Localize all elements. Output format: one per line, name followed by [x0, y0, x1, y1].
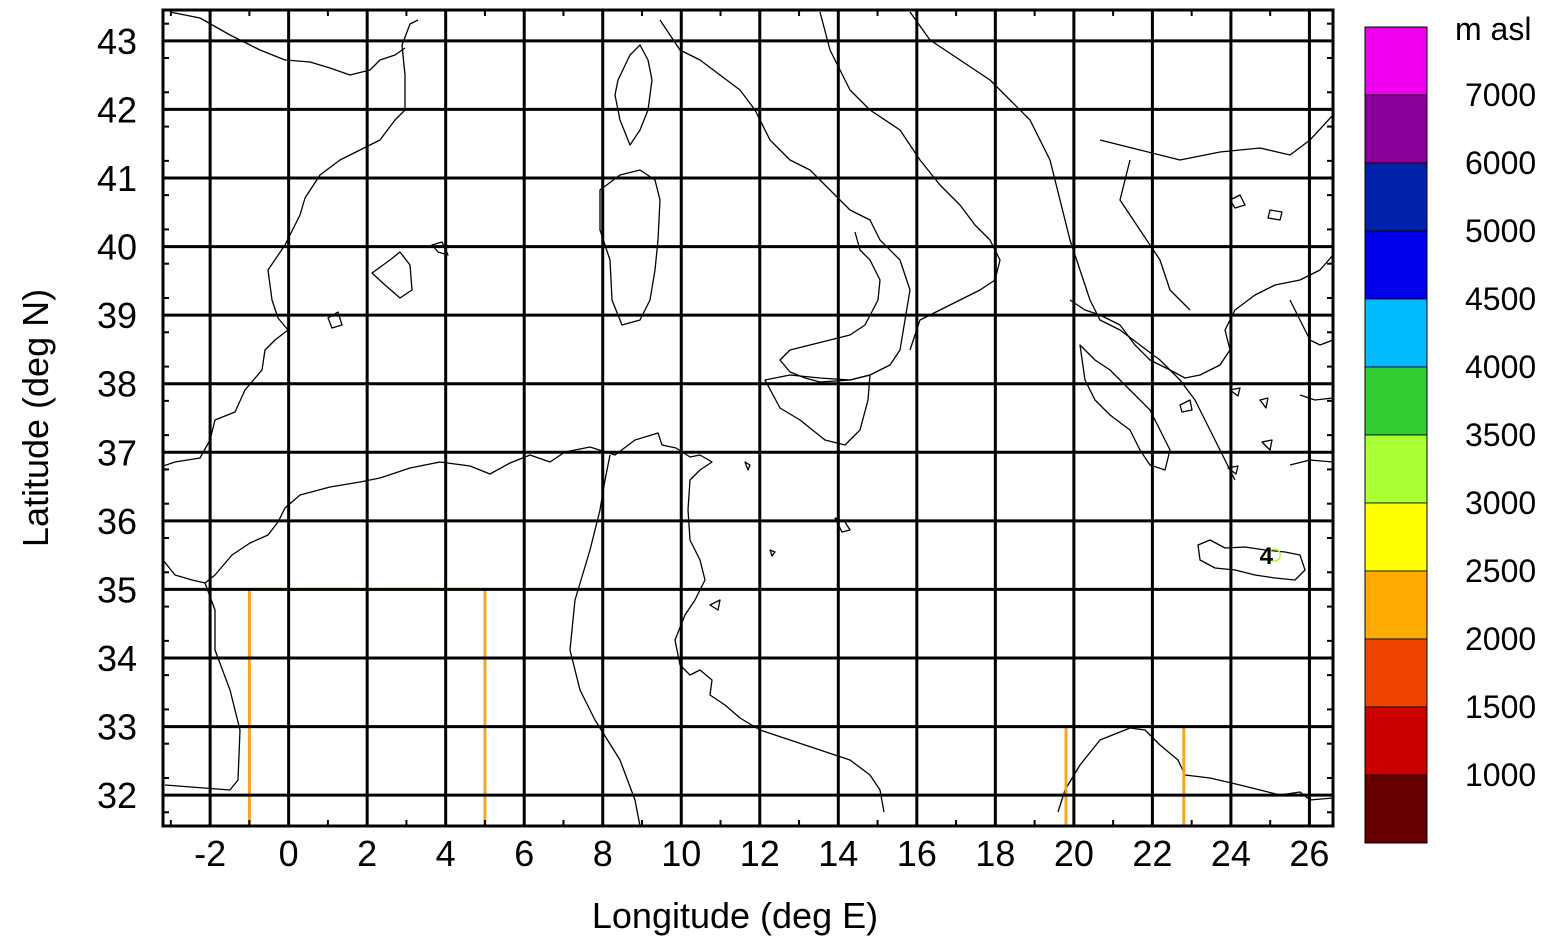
- coastline-north-africa: [163, 432, 885, 813]
- island-menorca: [431, 241, 449, 256]
- coastline-turkey-2: [1299, 394, 1333, 401]
- y-tick-label: 38: [97, 364, 137, 405]
- island-djerba: [709, 599, 721, 611]
- x-tick-label: 0: [279, 833, 299, 874]
- island-sardinia: [599, 169, 661, 326]
- x-tick-label: 26: [1289, 833, 1329, 874]
- coastline-spain: [163, 19, 419, 467]
- border-balkans: [1099, 114, 1333, 161]
- colorbar-label: 4000: [1465, 349, 1536, 385]
- x-tick-label: 2: [357, 833, 377, 874]
- coastline-italy-adriatic: [819, 11, 1001, 351]
- x-tick-label: 18: [975, 833, 1015, 874]
- x-axis-title: Longitude (deg E): [592, 895, 878, 936]
- border-morocco: [164, 582, 241, 791]
- coastline-peloponnese: [1079, 344, 1171, 471]
- x-tick-label: 16: [897, 833, 937, 874]
- y-tick-label: 35: [97, 569, 137, 610]
- colorbar-unit-label: m asl: [1455, 11, 1531, 47]
- border-balkans-2: [1119, 159, 1191, 311]
- plot-area: [163, 10, 1333, 826]
- island-aegean-2: [1267, 209, 1283, 221]
- y-tick-label: 43: [97, 21, 137, 62]
- x-tick-label: -2: [194, 833, 226, 874]
- island-aegean-5: [1179, 399, 1193, 413]
- colorbar-swatch: [1364, 706, 1428, 776]
- colorbar-swatch: [1364, 366, 1428, 436]
- plot-frame: [161, 8, 1335, 828]
- x-tick-label: 10: [661, 833, 701, 874]
- island-pantelleria: [769, 549, 776, 557]
- colorbar-label: 5000: [1465, 213, 1536, 249]
- x-tick-label: 6: [514, 833, 534, 874]
- elevation-contour: [1267, 548, 1282, 562]
- y-tick-labels: 32 33 34 35 36 37 38 39 40 41 42 43: [97, 21, 137, 816]
- gridlines: [163, 10, 1333, 826]
- island-mallorca: [371, 251, 413, 299]
- colorbar-swatch: [1364, 774, 1428, 844]
- colorbar-label: 2000: [1465, 621, 1536, 657]
- coastline-libya: [1057, 727, 1333, 813]
- colorbar-swatch: [1364, 570, 1428, 640]
- x-tick-label: 8: [593, 833, 613, 874]
- coastline-italy: [659, 19, 911, 383]
- y-tick-label: 34: [97, 638, 137, 679]
- x-tick-label: 24: [1211, 833, 1251, 874]
- coastline-france: [169, 11, 406, 76]
- colorbar-swatch: [1364, 230, 1428, 300]
- colorbar-label: 4500: [1465, 281, 1536, 317]
- colorbar-swatch: [1364, 638, 1428, 708]
- y-tick-label: 36: [97, 501, 137, 542]
- colorbar-swatch: [1364, 502, 1428, 572]
- colorbar-label: 3500: [1465, 417, 1536, 453]
- island-sicily: [764, 374, 871, 446]
- colorbar-label: 6000: [1465, 145, 1536, 181]
- colorbar-label: 2500: [1465, 553, 1536, 589]
- colorbar-swatch: [1364, 162, 1428, 232]
- colorbar-label: 1000: [1465, 757, 1536, 793]
- colorbar-label: 1500: [1465, 689, 1536, 725]
- island-aegean-4: [1259, 397, 1269, 409]
- island-aegean-1: [1229, 194, 1246, 209]
- colorbar-frame: [1364, 26, 1428, 844]
- island-aegean-3: [1229, 387, 1241, 397]
- x-tick-label: 14: [818, 833, 858, 874]
- colorbar-swatch: [1364, 94, 1428, 164]
- y-tick-label: 39: [97, 295, 137, 336]
- x-tick-label: 22: [1132, 833, 1172, 874]
- y-axis-title: Latitude (deg N): [15, 289, 56, 547]
- colorbar-swatch: [1364, 434, 1428, 504]
- y-tick-label: 40: [97, 227, 137, 268]
- x-tick-label: 20: [1054, 833, 1094, 874]
- y-tick-label: 32: [97, 775, 137, 816]
- coastlines: [163, 11, 1333, 826]
- x-tick-label: 4: [436, 833, 456, 874]
- elevation-markers: 4: [1260, 543, 1282, 570]
- y-tick-label: 42: [97, 89, 137, 130]
- colorbar-label: 3000: [1465, 485, 1536, 521]
- island-aegean-7: [1261, 439, 1273, 451]
- y-tick-label: 41: [97, 158, 137, 199]
- island-malta: [744, 461, 751, 471]
- colorbar-label: 7000: [1465, 77, 1536, 113]
- coastline-greece: [1069, 254, 1333, 379]
- x-tick-labels: -2 0 2 4 6 8 10 12 14 16 18 20 22 24 26: [194, 833, 1329, 874]
- elevation-marker-label: 4: [1260, 543, 1274, 570]
- y-tick-label: 33: [97, 707, 137, 748]
- colorbar: 7000 6000 5000 4500 4000 3500 3000 2500 2000 1500…: [1364, 26, 1536, 844]
- colorbar-swatch: [1364, 26, 1428, 96]
- y-tick-label: 37: [97, 432, 137, 473]
- x-tick-label: 12: [740, 833, 780, 874]
- colorbar-swatch: [1364, 298, 1428, 368]
- axis-ticks: [163, 10, 1333, 826]
